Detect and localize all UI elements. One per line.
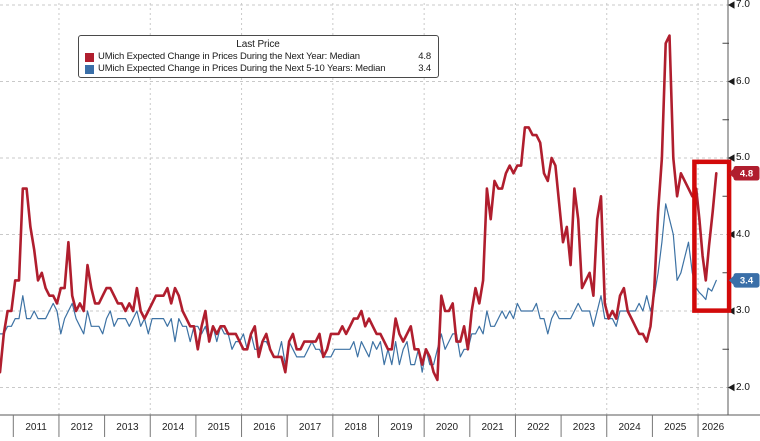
x-axis-year-label: 2016 bbox=[253, 422, 276, 433]
legend-label-5-10yr: UMich Expected Change in Prices During t… bbox=[98, 63, 386, 74]
last-price-badge-5-10yr-tip-icon bbox=[729, 275, 734, 286]
series-line-5-10yr bbox=[0, 203, 717, 373]
y-axis-label: 4.0 bbox=[736, 228, 750, 240]
y-axis-tick-arrow-icon bbox=[728, 383, 735, 392]
last-price-badge-5-10yr-text: 3.4 bbox=[740, 275, 754, 286]
legend-swatch-blue-icon bbox=[85, 64, 94, 74]
x-axis-year-label: 2018 bbox=[344, 422, 367, 433]
x-axis-year-label: 2015 bbox=[207, 422, 230, 433]
y-axis-label: 7.0 bbox=[736, 0, 750, 10]
x-axis-year-label: 2019 bbox=[390, 422, 413, 433]
highlight-box-annotation bbox=[692, 159, 732, 313]
y-axis-label: 2.0 bbox=[736, 381, 750, 393]
last-price-badge-5-10yr bbox=[733, 273, 760, 288]
series-line-1yr bbox=[0, 34, 718, 382]
x-axis-year-label: 2023 bbox=[572, 422, 596, 433]
legend-value-5-10yr: 3.4 bbox=[418, 63, 431, 74]
last-price-badge-1yr bbox=[733, 166, 760, 181]
x-axis-year-label: 2014 bbox=[161, 422, 185, 433]
x-axis-year-label: 2022 bbox=[527, 422, 550, 433]
x-axis-year-label: 2017 bbox=[298, 422, 322, 433]
y-axis-label: 6.0 bbox=[736, 75, 750, 87]
y-axis-label: 3.0 bbox=[736, 305, 750, 316]
legend-item-1yr: UMich Expected Change in Prices During t… bbox=[85, 51, 431, 63]
legend-value-1yr: 4.8 bbox=[418, 51, 431, 62]
y-axis-tick-arrow-icon bbox=[728, 154, 735, 162]
last-price-badge-1yr-tip-icon bbox=[729, 168, 734, 179]
last-price-badge-1yr-text: 4.8 bbox=[740, 168, 753, 179]
x-axis-year-label: 2021 bbox=[481, 422, 504, 433]
x-axis-year-label: 2011 bbox=[25, 422, 47, 433]
y-axis-tick-arrow-icon bbox=[728, 77, 735, 86]
legend-swatch-red-icon bbox=[85, 52, 94, 62]
x-axis-year-label: 2020 bbox=[435, 422, 459, 433]
legend-label-1yr: UMich Expected Change in Prices During t… bbox=[98, 51, 360, 62]
legend-item-5-10yr: UMich Expected Change in Prices During t… bbox=[85, 63, 431, 75]
x-axis-year-label: 2012 bbox=[70, 422, 93, 433]
x-axis-year-label: 2025 bbox=[664, 422, 687, 433]
y-axis-label: 5.0 bbox=[736, 152, 750, 163]
x-axis-year-label: 2024 bbox=[618, 422, 641, 433]
x-axis-year-label: 2013 bbox=[116, 422, 139, 433]
legend: Last Price UMich Expected Change in Pric… bbox=[78, 35, 439, 78]
legend-title: Last Price bbox=[236, 39, 280, 50]
y-axis-tick-arrow-icon bbox=[728, 1, 735, 9]
x-axis-year-label: 2026 bbox=[701, 422, 725, 433]
